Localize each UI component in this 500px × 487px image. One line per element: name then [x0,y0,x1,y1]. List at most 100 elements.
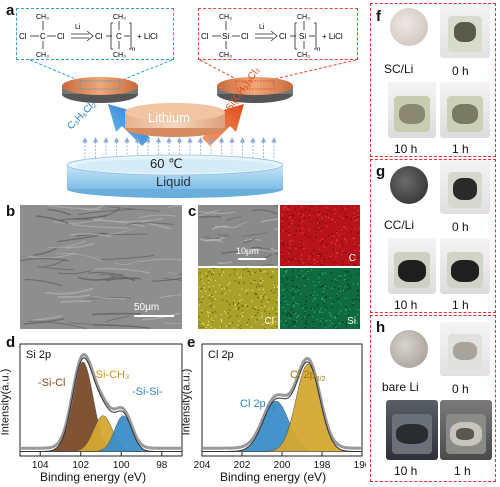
sem-ridge [27,252,76,259]
sem-ridge [243,237,256,243]
eds-pixel [304,311,306,313]
eds-pixel [274,321,276,323]
eds-pixel [335,206,337,208]
eds-pixel [297,212,299,214]
eds-pixel [243,269,245,271]
eds-pixel [316,261,318,263]
eds-pixel [318,253,320,255]
eds-pixel [325,296,327,298]
eds-pixel [295,224,297,226]
sem-ridge [251,246,262,249]
eds-pixel [309,210,311,212]
eds-pixel [315,232,317,234]
eds-pixel [334,221,336,223]
eds-pixel [304,322,306,324]
liquid-dish [66,154,284,198]
eds-pixel [298,288,301,290]
eds-pixel [310,220,312,222]
eds-pixel [266,273,269,275]
eds-pixel [336,239,338,241]
peak-fill [19,415,183,452]
eds-pixel [261,323,264,325]
eds-pixel [291,279,293,281]
eds-pixel [332,235,334,238]
eds-pixel [251,272,253,274]
eds-pixel [288,312,290,315]
eds-pixel [317,304,319,306]
eds-pixel [285,205,288,207]
eds-pixel [354,249,356,252]
eds-pixel [290,289,292,291]
raw-data-line [20,352,182,450]
sem-ridge [78,276,117,281]
eds-pixel [320,255,322,257]
eds-pixel [205,326,207,328]
eds-pixel [240,314,242,316]
right-connector-1 [199,59,239,81]
eds-label-carbon: C [348,253,356,264]
eds-pixel [260,277,262,280]
eds-pixel [308,229,310,231]
x-tick-label: 200 [274,460,291,471]
eds-pixel [298,225,300,227]
eds-pixel [277,286,278,288]
eds-pixel [224,287,226,290]
eds-pixel [241,288,243,290]
eds-pixel [239,300,241,302]
eds-pixel [321,298,323,300]
eds-pixel [269,312,271,315]
eds-pixel [336,293,338,295]
eds-pixel [341,235,343,237]
eds-pixel [346,288,348,290]
eds-pixel [220,314,222,316]
vapor-arrowhead [134,137,141,143]
eds-pixel [221,320,223,322]
eds-pixel [292,285,294,287]
eds-pixel [316,228,318,230]
eds-pixel [326,225,328,227]
eds-pixel [346,216,348,218]
eds-pixel [280,320,282,322]
eds-pixel [344,286,346,288]
eds-pixel [282,307,284,309]
eds-pixel [282,312,284,315]
eds-pixel [298,275,300,277]
eds-pixel [355,323,357,325]
eds-pixel [291,215,294,218]
sem-ridge [46,205,101,211]
eds-pixel [282,231,284,233]
eds-pixel [211,311,214,314]
eds-pixel [307,271,309,273]
eds-pixel [323,287,325,289]
eds-pixel [319,240,321,242]
eds-pixel [357,219,359,221]
eds-pixel [352,217,354,219]
eds-pixel [212,273,214,275]
panel-a-artwork [29,59,357,198]
chart-e-xlabel: Binding energy (eV) [220,470,327,484]
eds-pixel [355,319,357,322]
eds-pixel [238,282,241,284]
eds-pixel [295,248,297,250]
eds-pixel [313,307,316,309]
eds-pixel [286,269,288,272]
sem-ridge [60,300,91,303]
eds-pixel [321,240,324,242]
eds-pixel [198,287,200,289]
eds-pixel [241,315,244,318]
eds-pixel [238,276,240,279]
eds-pixel [300,240,302,242]
eds-pixel [292,294,294,296]
eds-pixel [343,238,346,240]
eds-pixel [344,290,346,292]
eds-pixel [354,243,356,246]
eds-pixel [321,285,323,288]
eds-pixel [219,295,221,297]
eds-pixel [256,312,259,314]
eds-pixel [320,265,322,266]
eds-pixel [267,301,269,303]
eds-pixel [256,286,258,288]
eds-pixel [347,283,349,285]
eds-pixel [274,316,276,319]
eds-pixel [213,272,215,274]
